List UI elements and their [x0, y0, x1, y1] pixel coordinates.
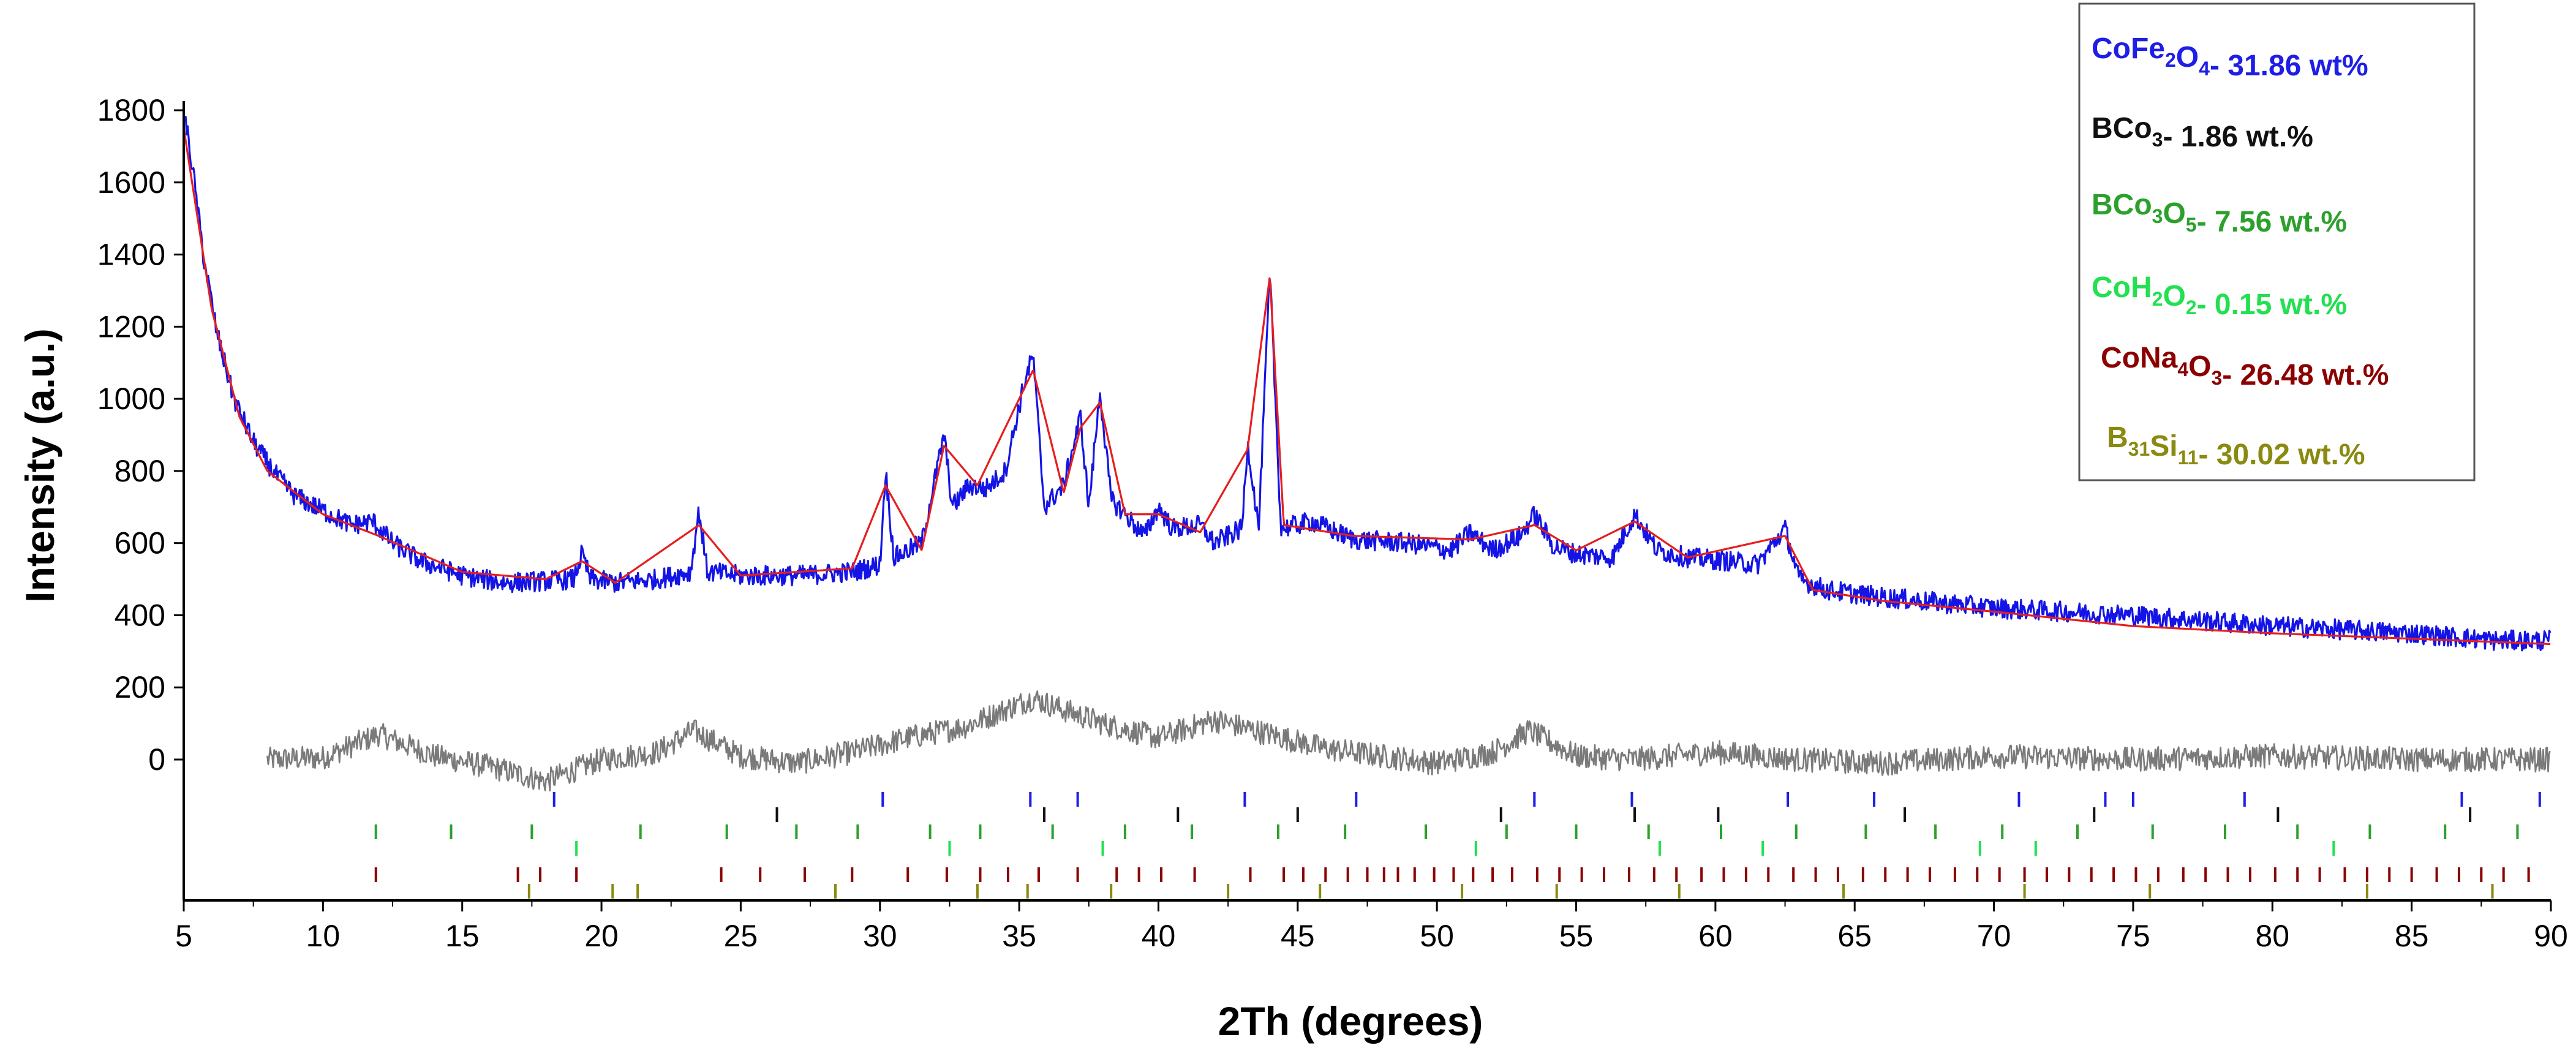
calculated-pattern-line [183, 128, 2551, 646]
legend-entry-BCo3O5: BCo3O5- 7.56 wt.% [2092, 189, 2347, 238]
x-tick-label: 65 [1837, 919, 1872, 953]
y-tick-label: 1200 [97, 309, 165, 344]
y-tick-label: 600 [115, 526, 165, 560]
phase-legend: CoFe2O4- 31.86 wt% BCo3- 1.86 wt.% BCo3O5-… [2078, 2, 2476, 481]
x-tick-label: 45 [1281, 919, 1315, 953]
legend-entry-CoNa4O3: CoNa4O3- 26.48 wt.% [2101, 342, 2389, 391]
x-axis-title: 2Th (degrees) [1218, 998, 1483, 1044]
y-tick-label: 1800 [97, 93, 165, 127]
x-tick-label: 90 [2534, 919, 2568, 953]
x-tick-label: 70 [1977, 919, 2011, 953]
legend-entry-CoFe2O4: CoFe2O4- 31.86 wt% [2092, 32, 2368, 82]
y-tick-label: 1000 [97, 382, 165, 416]
y-tick-label: 1600 [97, 165, 165, 200]
x-tick-label: 20 [584, 919, 619, 953]
y-axis-title: Intensity (a.u.) [17, 328, 62, 602]
legend-box [2078, 2, 2476, 481]
legend-entry-B31Si11: B31Si11- 30.02 wt.% [2107, 421, 2365, 471]
x-tick-label: 30 [863, 919, 897, 953]
y-tick-label: 200 [115, 670, 165, 704]
x-tick-label: 15 [445, 919, 480, 953]
axes: 5 10 15 20 25 30 35 40 45 50 55 60 65 70 75 80 85 90 0 200 4… [97, 93, 2568, 953]
legend-entry-BCo3: BCo3- 1.86 wt.% [2092, 112, 2313, 153]
x-tick-label: 25 [724, 919, 758, 953]
x-tick-label: 80 [2255, 919, 2289, 953]
y-tick-label: 1400 [97, 238, 165, 272]
x-tick-label: 40 [1142, 919, 1176, 953]
difference-pattern-line [266, 690, 2551, 792]
y-tick-label: 800 [115, 454, 165, 488]
legend-entry-CoH2O2: CoH2O2- 0.15 wt.% [2092, 271, 2347, 321]
x-tick-label: 60 [1698, 919, 1733, 953]
y-tick-label: 400 [115, 598, 165, 632]
x-tick-label: 5 [175, 919, 192, 953]
x-tick-label: 50 [1420, 919, 1454, 953]
y-tick-label: 0 [148, 742, 165, 777]
x-tick-label: 55 [1559, 919, 1594, 953]
x-tick-label: 75 [2116, 919, 2150, 953]
x-tick-label: 10 [306, 919, 341, 953]
observed-pattern-line [183, 113, 2552, 652]
x-tick-label: 85 [2395, 919, 2429, 953]
reflection-markers [374, 792, 2541, 899]
x-tick-label: 35 [1002, 919, 1036, 953]
plot-series [183, 113, 2552, 792]
